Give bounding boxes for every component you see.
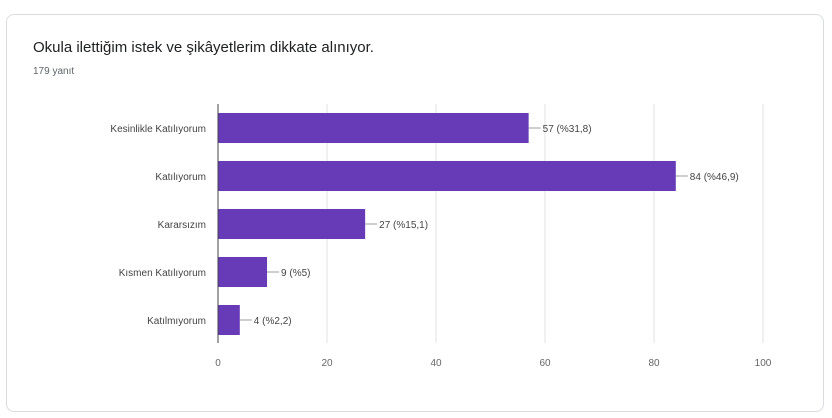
category-label: Kısmen Katılıyorum [119, 268, 206, 279]
category-label: Kararsızım [158, 220, 206, 231]
chart-card [6, 14, 824, 412]
x-tick-label: 20 [321, 358, 333, 369]
category-label: Kesinlikle Katılıyorum [110, 124, 206, 135]
bar [218, 257, 268, 287]
data-label: 27 (%15,1) [379, 220, 428, 231]
x-tick-label: 40 [430, 358, 442, 369]
data-label: 9 (%5) [281, 268, 310, 279]
x-tick-label: 80 [648, 358, 660, 369]
bar [218, 209, 366, 239]
bar [218, 113, 529, 143]
data-label: 84 (%46,9) [690, 172, 739, 183]
category-label: Katılmıyorum [147, 316, 206, 327]
response-count: 179 yanıt [33, 66, 75, 77]
category-label: Katılıyorum [155, 172, 206, 183]
x-tick-label: 60 [539, 358, 551, 369]
chart-title: Okula ilettiğim istek ve şikâyetlerim di… [33, 39, 374, 56]
data-label: 57 (%31,8) [543, 124, 592, 135]
x-tick-label: 100 [755, 358, 772, 369]
bar [218, 161, 676, 191]
x-tick-label: 0 [215, 358, 221, 369]
bar [218, 305, 240, 335]
data-label: 4 (%2,2) [254, 316, 292, 327]
